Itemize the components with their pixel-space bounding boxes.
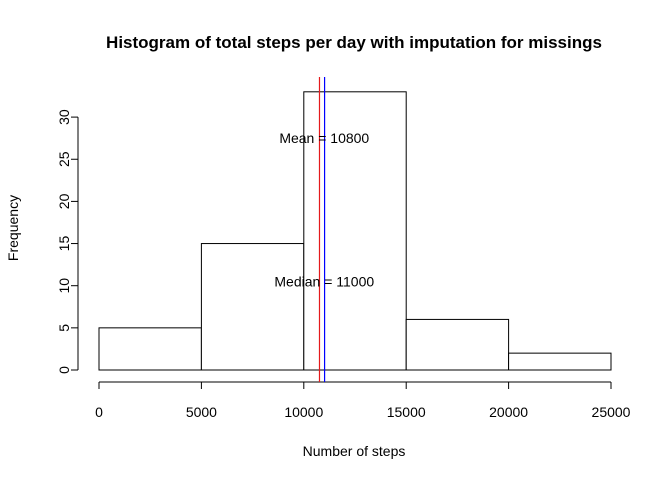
x-tick-label-2: 10000 — [284, 404, 323, 420]
histogram-bar-3 — [405, 318, 510, 371]
y-tick-label-0: 0 — [56, 366, 72, 374]
bars-layer — [98, 91, 612, 371]
y-tick-label-5: 25 — [56, 151, 72, 167]
x-tick-label-3: 15000 — [387, 404, 426, 420]
histogram-bar-2 — [303, 91, 407, 371]
y-tick-label-6: 30 — [56, 109, 72, 125]
x-tick-label-1: 5000 — [186, 404, 217, 420]
y-tick-label-3: 15 — [56, 236, 72, 252]
y-axis: 0 5 10 15 20 25 30 — [56, 109, 79, 374]
x-tick-label-4: 20000 — [489, 404, 528, 420]
x-tick-label-0: 0 — [95, 404, 103, 420]
y-tick-label-2: 10 — [56, 278, 72, 294]
histogram-bar-4 — [508, 352, 612, 371]
x-tick-label-5: 25000 — [592, 404, 631, 420]
histogram-bar-0 — [98, 327, 202, 371]
x-axis-label: Number of steps — [303, 443, 406, 459]
x-axis: 0 5000 10000 15000 20000 25000 — [95, 381, 631, 420]
annotation-1: Median = 11000 — [274, 273, 374, 289]
annotations-layer: Mean = 10800 Median = 11000 — [274, 130, 374, 289]
y-tick-label-4: 20 — [56, 193, 72, 209]
chart-title: Histogram of total steps per day with im… — [106, 33, 602, 52]
y-axis-label: Frequency — [5, 195, 21, 261]
reference-lines-layer — [318, 77, 326, 382]
histogram-bar-1 — [200, 243, 305, 371]
y-tick-label-1: 5 — [56, 324, 72, 332]
annotation-0: Mean = 10800 — [279, 130, 369, 146]
